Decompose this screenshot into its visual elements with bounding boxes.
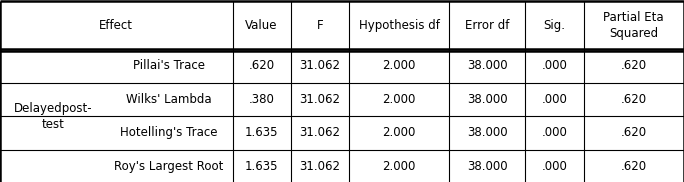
- Text: 31.062: 31.062: [300, 93, 341, 106]
- Text: Hypothesis df: Hypothesis df: [358, 19, 440, 32]
- Text: Sig.: Sig.: [544, 19, 566, 32]
- Text: 38.000: 38.000: [467, 93, 508, 106]
- Text: Partial Eta
Squared: Partial Eta Squared: [603, 11, 664, 40]
- Text: .000: .000: [542, 60, 568, 72]
- Text: 38.000: 38.000: [467, 126, 508, 139]
- Text: 1.635: 1.635: [245, 160, 278, 173]
- Text: .620: .620: [620, 160, 647, 173]
- Text: .620: .620: [620, 126, 647, 139]
- Text: F: F: [317, 19, 323, 32]
- Text: 38.000: 38.000: [467, 160, 508, 173]
- Text: .000: .000: [542, 126, 568, 139]
- Text: 31.062: 31.062: [300, 126, 341, 139]
- Text: 38.000: 38.000: [467, 60, 508, 72]
- Text: .620: .620: [620, 93, 647, 106]
- Text: Pillai's Trace: Pillai's Trace: [133, 60, 205, 72]
- Text: 31.062: 31.062: [300, 160, 341, 173]
- Text: Delayedpost-
test: Delayedpost- test: [14, 102, 92, 131]
- Text: 2.000: 2.000: [382, 160, 416, 173]
- Text: Wilks' Lambda: Wilks' Lambda: [127, 93, 212, 106]
- Text: .620: .620: [620, 60, 647, 72]
- Text: Value: Value: [246, 19, 278, 32]
- Text: 2.000: 2.000: [382, 126, 416, 139]
- Text: Roy's Largest Root: Roy's Largest Root: [114, 160, 224, 173]
- Text: .620: .620: [248, 60, 275, 72]
- Text: Hotelling's Trace: Hotelling's Trace: [120, 126, 218, 139]
- Text: 1.635: 1.635: [245, 126, 278, 139]
- Text: Effect: Effect: [99, 19, 133, 32]
- Text: Error df: Error df: [465, 19, 510, 32]
- Text: .380: .380: [249, 93, 274, 106]
- Text: 31.062: 31.062: [300, 60, 341, 72]
- Text: .000: .000: [542, 160, 568, 173]
- Text: 2.000: 2.000: [382, 93, 416, 106]
- Text: 2.000: 2.000: [382, 60, 416, 72]
- Text: .000: .000: [542, 93, 568, 106]
